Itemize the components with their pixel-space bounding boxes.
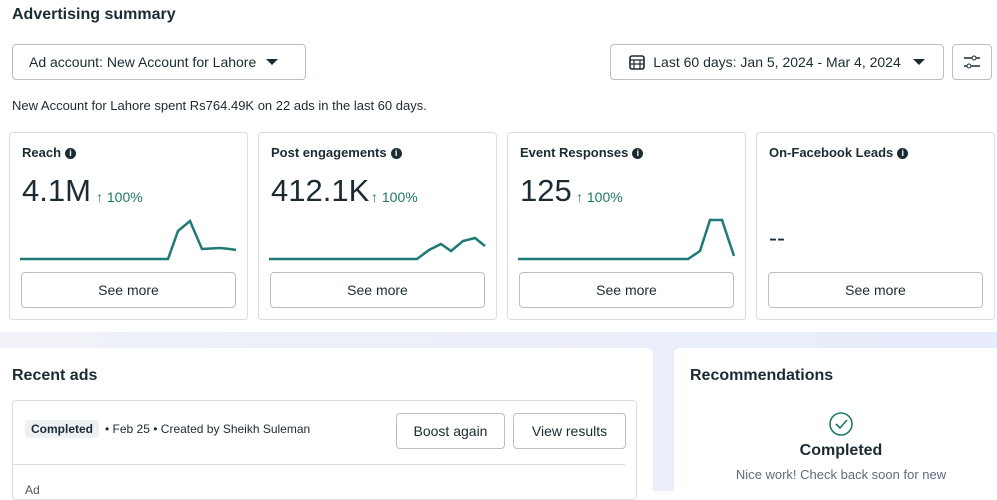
filter-icon xyxy=(964,55,980,69)
ad-meta: • Feb 25 • Created by Sheikh Suleman xyxy=(105,422,311,436)
divider xyxy=(13,464,625,465)
card-title: Post engagements i xyxy=(271,145,402,160)
recent-ads-panel: Recent ads Completed • Feb 25 • Created … xyxy=(0,348,653,500)
sparkline xyxy=(20,218,237,261)
see-more-button[interactable]: See more xyxy=(21,272,236,308)
sparkline xyxy=(518,218,736,261)
card-value: 125 xyxy=(520,173,572,208)
ad-row: Completed • Feb 25 • Created by Sheikh S… xyxy=(12,400,637,500)
label: Last 60 days: Jan 5, 2024 - Mar 4, 2024 xyxy=(653,54,901,70)
card-value: 4.1M xyxy=(22,173,91,208)
sparkline xyxy=(269,236,486,261)
see-more-button[interactable]: See more xyxy=(768,272,983,308)
text: 100% xyxy=(381,189,418,205)
label: Ad account: New Account for Lahore xyxy=(29,54,257,70)
see-more-button[interactable]: See more xyxy=(519,272,734,308)
card-change: ↑ 100% xyxy=(96,189,143,205)
title: Advertising summary xyxy=(12,6,176,23)
metric-card: On-Facebook Leads i -- See more xyxy=(756,132,995,320)
check-icon xyxy=(829,412,853,436)
metric-card: Post engagements i 412.1K ↑ 100% See more xyxy=(258,132,497,320)
boost-button[interactable]: Boost again xyxy=(396,413,505,449)
results-button[interactable]: View results xyxy=(513,413,626,449)
account-button[interactable]: Ad account: New Account for Lahore xyxy=(12,44,306,80)
caret xyxy=(266,59,279,65)
summary: New Account for Lahore spent Rs764.49K o… xyxy=(12,98,427,113)
card-change: ↑ 100% xyxy=(371,189,418,205)
filter-button[interactable] xyxy=(952,44,992,80)
panel-title: Recent ads xyxy=(12,367,98,384)
card-title: Reach i xyxy=(22,145,77,160)
caret xyxy=(912,59,925,65)
metric-card: Event Responses i 125 ↑ 100% See more xyxy=(507,132,746,320)
status: Completed xyxy=(799,442,883,459)
card-change: ↑ 100% xyxy=(576,189,623,205)
status-badge: Completed xyxy=(25,420,100,438)
text: On-Facebook Leads xyxy=(769,145,894,160)
card-title: Event Responses i xyxy=(520,145,644,160)
calendar-icon xyxy=(629,55,646,70)
text: 100% xyxy=(586,189,623,205)
text: Feb 25 xyxy=(112,422,150,436)
recommendations-panel: Recommendations Completed Nice work! Che… xyxy=(674,348,997,491)
card-title: On-Facebook Leads i xyxy=(769,145,909,160)
card-value: -- xyxy=(769,225,785,252)
metric-card: Reach i 4.1M ↑ 100% See more xyxy=(9,132,248,320)
text: 100% xyxy=(106,189,143,205)
text: Event Responses xyxy=(520,145,629,160)
card-value: 412.1K xyxy=(271,173,370,208)
date-button[interactable]: Last 60 days: Jan 5, 2024 - Mar 4, 2024 xyxy=(610,44,944,80)
text: Post engagements xyxy=(271,145,387,160)
see-more-button[interactable]: See more xyxy=(270,272,485,308)
text: Reach xyxy=(22,145,62,160)
text: Created by Sheikh Suleman xyxy=(160,422,311,436)
column-label: Ad xyxy=(25,483,40,497)
panel-title: Recommendations xyxy=(690,367,834,384)
message: Nice work! Check back soon for new xyxy=(735,467,947,482)
